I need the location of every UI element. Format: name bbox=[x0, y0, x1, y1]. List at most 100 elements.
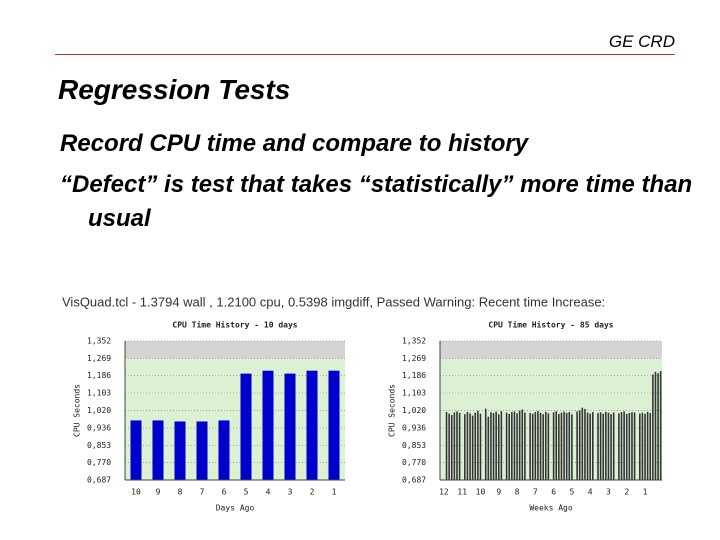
x-tick-label: 3 bbox=[606, 488, 611, 497]
bar bbox=[625, 413, 628, 480]
y-tick-label: 0,770 bbox=[87, 458, 111, 467]
bar bbox=[649, 413, 652, 480]
y-tick-label: 0,687 bbox=[402, 476, 426, 485]
bar bbox=[565, 412, 568, 480]
x-tick-label: 6 bbox=[551, 488, 556, 497]
bar bbox=[174, 421, 186, 480]
bar bbox=[508, 413, 510, 480]
x-tick-label: 9 bbox=[156, 488, 161, 497]
bar bbox=[516, 413, 518, 480]
bar bbox=[453, 412, 456, 480]
y-tick-label: 1,186 bbox=[87, 371, 111, 380]
bar bbox=[539, 412, 542, 480]
rule bbox=[55, 54, 675, 55]
x-tick-label: 2 bbox=[310, 488, 315, 497]
x-tick-label: 7 bbox=[200, 488, 205, 497]
x-tick-label: 10 bbox=[131, 488, 141, 497]
bar bbox=[474, 412, 477, 480]
bar bbox=[542, 414, 544, 480]
bar bbox=[654, 371, 657, 480]
bar bbox=[524, 412, 526, 480]
y-tick-label: 1,269 bbox=[87, 354, 111, 363]
bar bbox=[490, 412, 492, 480]
bar bbox=[469, 413, 471, 480]
bar bbox=[466, 411, 469, 480]
x-tick-label: 11 bbox=[457, 488, 467, 497]
bar bbox=[152, 420, 164, 480]
bar bbox=[487, 416, 490, 480]
bar bbox=[544, 411, 547, 480]
y-tick-label: 0,936 bbox=[402, 423, 426, 432]
bar bbox=[529, 412, 531, 480]
bullet: Record CPU time and compare to history bbox=[60, 130, 529, 157]
y-tick-label: 0,853 bbox=[402, 441, 426, 450]
bar bbox=[464, 414, 466, 480]
plot-band bbox=[125, 341, 345, 359]
y-tick-label: 0,770 bbox=[402, 458, 426, 467]
bar bbox=[576, 411, 578, 480]
x-tick-label: 1 bbox=[332, 488, 337, 497]
bar bbox=[610, 414, 612, 480]
x-tick-label: 2 bbox=[624, 488, 629, 497]
bar bbox=[623, 411, 625, 480]
bar bbox=[563, 411, 565, 480]
chart-title: CPU Time History - 85 days bbox=[488, 320, 613, 330]
x-tick-label: 5 bbox=[569, 488, 574, 497]
bar bbox=[586, 412, 589, 480]
y-tick-label: 1,269 bbox=[402, 354, 426, 363]
bar bbox=[495, 411, 497, 480]
bar bbox=[568, 412, 571, 480]
y-tick-label: 0,687 bbox=[87, 476, 111, 485]
bar bbox=[484, 408, 487, 480]
bar bbox=[445, 412, 448, 480]
bar bbox=[639, 413, 641, 480]
bar bbox=[513, 411, 516, 480]
y-tick-label: 1,020 bbox=[402, 406, 426, 415]
x-tick-label: 6 bbox=[222, 488, 227, 497]
bar bbox=[646, 411, 649, 480]
x-tick-label: 9 bbox=[496, 488, 501, 497]
org: GE CRD bbox=[608, 32, 675, 51]
bar bbox=[602, 413, 605, 480]
bar bbox=[448, 413, 450, 480]
bar bbox=[218, 420, 230, 480]
y-tick-label: 1,020 bbox=[87, 406, 111, 415]
bar bbox=[458, 412, 461, 480]
x-tick-label: 10 bbox=[476, 488, 486, 497]
x-tick-label: 4 bbox=[266, 488, 271, 497]
bar bbox=[306, 370, 318, 480]
x-tick-label: 1 bbox=[643, 488, 648, 497]
bar bbox=[558, 413, 560, 480]
bar bbox=[497, 414, 500, 480]
bar bbox=[552, 412, 555, 480]
bar bbox=[641, 412, 644, 480]
bar bbox=[659, 371, 662, 480]
bar bbox=[328, 370, 340, 480]
bar bbox=[240, 373, 252, 480]
bar bbox=[537, 411, 539, 480]
bar bbox=[456, 411, 458, 480]
bar bbox=[534, 412, 537, 480]
bar bbox=[284, 373, 296, 480]
y-tick-label: 1,352 bbox=[87, 337, 111, 346]
y-tick-label: 0,853 bbox=[87, 441, 111, 450]
x-axis-label: Days Ago bbox=[216, 504, 255, 513]
bar bbox=[196, 421, 208, 480]
bar bbox=[633, 412, 636, 480]
x-tick-label: 5 bbox=[244, 488, 249, 497]
bar bbox=[262, 370, 274, 480]
y-tick-label: 1,186 bbox=[402, 371, 426, 380]
bar bbox=[500, 411, 503, 480]
bullet: “Defect” is test that takes “statistical… bbox=[60, 171, 693, 232]
bar bbox=[652, 374, 654, 480]
bar bbox=[571, 414, 573, 480]
bar bbox=[479, 413, 482, 480]
bar bbox=[631, 412, 633, 480]
plot-band bbox=[440, 341, 662, 359]
bar bbox=[605, 411, 607, 480]
bar bbox=[589, 413, 591, 480]
x-axis-label: Weeks Ago bbox=[529, 504, 573, 513]
bar bbox=[581, 407, 584, 480]
bar bbox=[628, 412, 631, 480]
